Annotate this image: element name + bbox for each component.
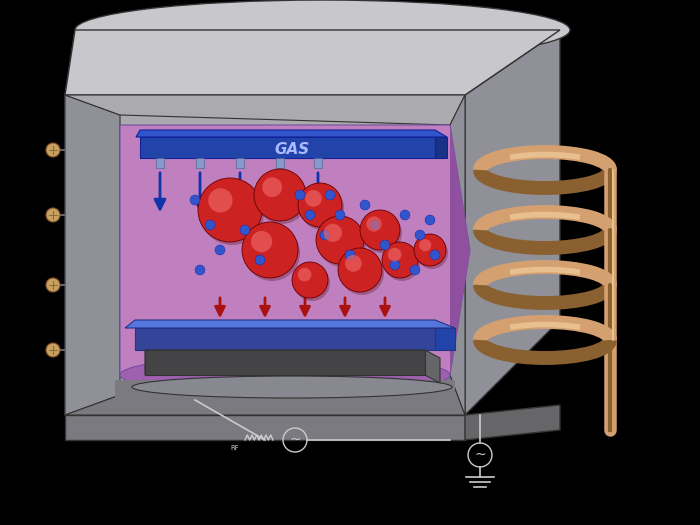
Circle shape [419,239,431,251]
Circle shape [195,265,205,275]
Polygon shape [276,158,284,168]
Polygon shape [65,375,465,415]
Circle shape [305,190,322,207]
Text: RF: RF [230,445,239,451]
Polygon shape [65,95,465,125]
Circle shape [244,225,300,281]
Circle shape [46,143,60,157]
Circle shape [46,343,60,357]
Circle shape [240,225,250,235]
Circle shape [298,268,312,281]
Circle shape [384,245,420,281]
Polygon shape [65,30,560,95]
Text: GAS: GAS [274,142,309,158]
Polygon shape [65,95,120,415]
Circle shape [323,224,342,242]
Ellipse shape [75,0,570,60]
Polygon shape [196,158,204,168]
Circle shape [251,231,272,252]
Polygon shape [120,125,470,375]
Circle shape [46,208,60,222]
Circle shape [318,219,366,267]
Polygon shape [65,415,465,440]
Circle shape [416,237,448,269]
Circle shape [190,195,200,205]
Circle shape [316,216,364,264]
Polygon shape [145,350,425,375]
Circle shape [208,188,232,213]
Polygon shape [465,30,560,415]
Circle shape [345,250,355,260]
Circle shape [295,190,305,200]
Circle shape [380,240,390,250]
Circle shape [415,230,425,240]
Polygon shape [115,380,455,400]
Ellipse shape [132,376,452,398]
Polygon shape [435,137,447,158]
Polygon shape [145,350,440,383]
Circle shape [198,178,262,242]
Polygon shape [135,328,435,350]
Circle shape [388,248,401,261]
Polygon shape [65,95,465,415]
Circle shape [400,210,410,220]
Circle shape [345,255,362,272]
Circle shape [382,242,418,278]
Text: ~: ~ [289,433,301,447]
Circle shape [366,216,382,232]
Circle shape [46,278,60,292]
Circle shape [414,234,446,266]
Circle shape [325,190,335,200]
Polygon shape [65,30,560,95]
Circle shape [340,251,384,295]
Circle shape [338,248,382,292]
Circle shape [294,265,330,301]
Circle shape [292,262,328,298]
Polygon shape [465,405,560,440]
Polygon shape [314,158,322,168]
Polygon shape [136,130,447,137]
Polygon shape [236,158,244,168]
Circle shape [320,230,330,240]
Polygon shape [435,328,455,350]
Circle shape [215,245,225,255]
Circle shape [425,215,435,225]
Ellipse shape [120,355,450,395]
Circle shape [390,260,400,270]
Circle shape [254,169,306,221]
Circle shape [335,210,345,220]
Polygon shape [140,137,435,158]
Circle shape [205,220,215,230]
Circle shape [360,200,370,210]
Circle shape [430,250,440,260]
Circle shape [305,210,315,220]
Circle shape [360,210,400,250]
Circle shape [362,213,402,253]
Circle shape [410,265,420,275]
Circle shape [262,177,282,197]
Polygon shape [125,320,455,328]
Circle shape [255,255,265,265]
Circle shape [300,186,344,230]
Polygon shape [450,95,465,415]
Circle shape [256,172,308,224]
Circle shape [242,222,298,278]
Circle shape [200,181,264,245]
Circle shape [298,183,342,227]
Circle shape [370,220,380,230]
Text: ~: ~ [474,448,486,462]
Polygon shape [450,125,470,375]
Polygon shape [156,158,164,168]
